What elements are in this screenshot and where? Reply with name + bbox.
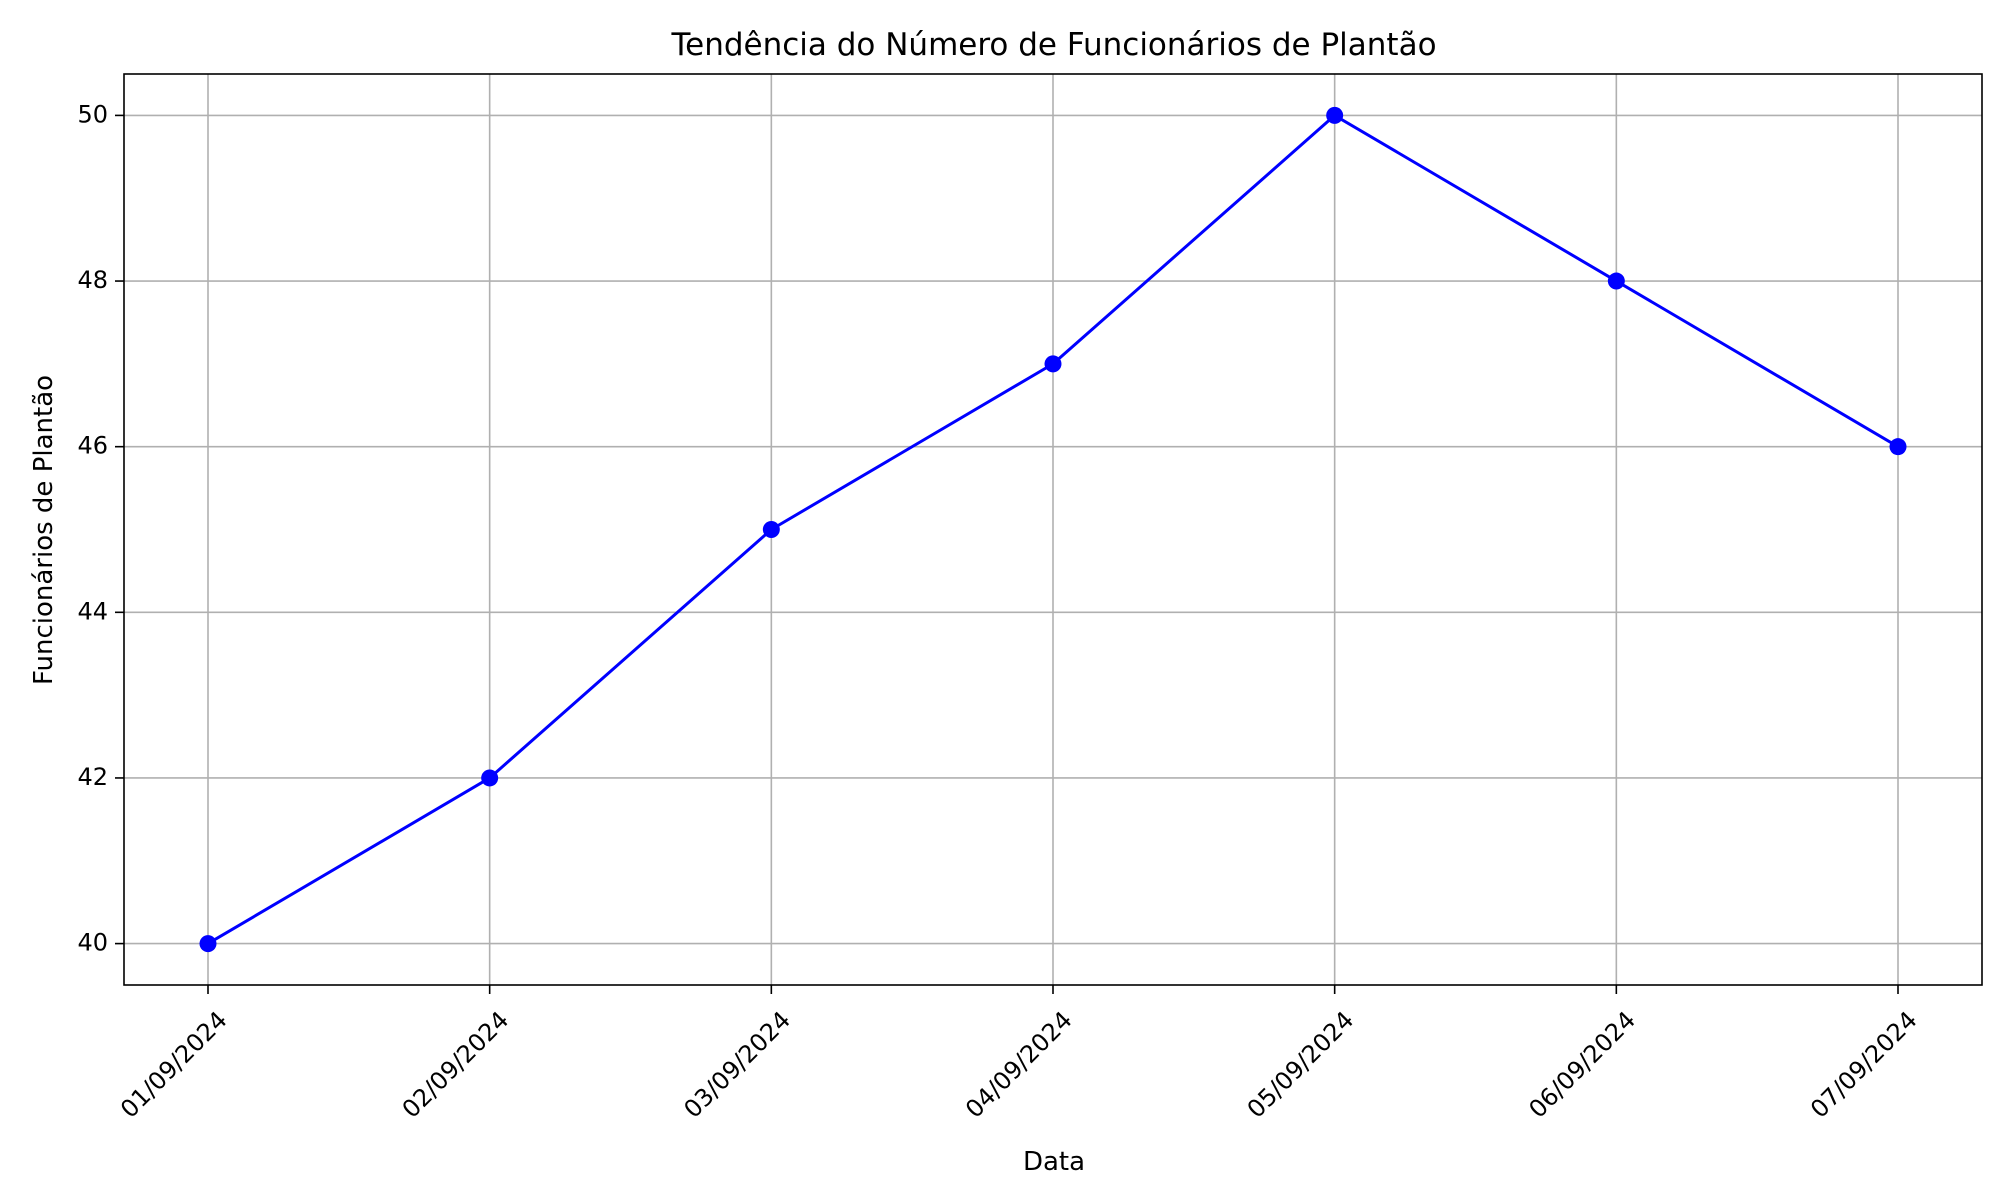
data-point xyxy=(1607,272,1625,290)
data-point xyxy=(1889,438,1907,456)
axes xyxy=(115,73,1983,994)
grid-lines xyxy=(124,74,1982,985)
y-tick-label: 44 xyxy=(77,597,108,625)
chart-title: Tendência do Número de Funcionários de P… xyxy=(670,27,1436,63)
y-tick-label: 40 xyxy=(77,929,108,957)
y-axis-label: Funcionários de Plantão xyxy=(29,375,59,685)
data-point xyxy=(762,521,780,538)
data-point xyxy=(1326,106,1344,124)
data-point xyxy=(481,769,499,787)
y-tick-label: 46 xyxy=(77,432,108,460)
plot-frame xyxy=(123,73,1983,986)
data-point xyxy=(199,935,217,953)
y-tick-label: 48 xyxy=(77,266,108,294)
y-tick-label: 42 xyxy=(77,763,108,791)
series-layer xyxy=(199,106,1907,953)
x-axis-label: Data xyxy=(1023,1147,1085,1177)
data-point xyxy=(1044,355,1062,373)
y-tick-label: 50 xyxy=(77,100,108,128)
